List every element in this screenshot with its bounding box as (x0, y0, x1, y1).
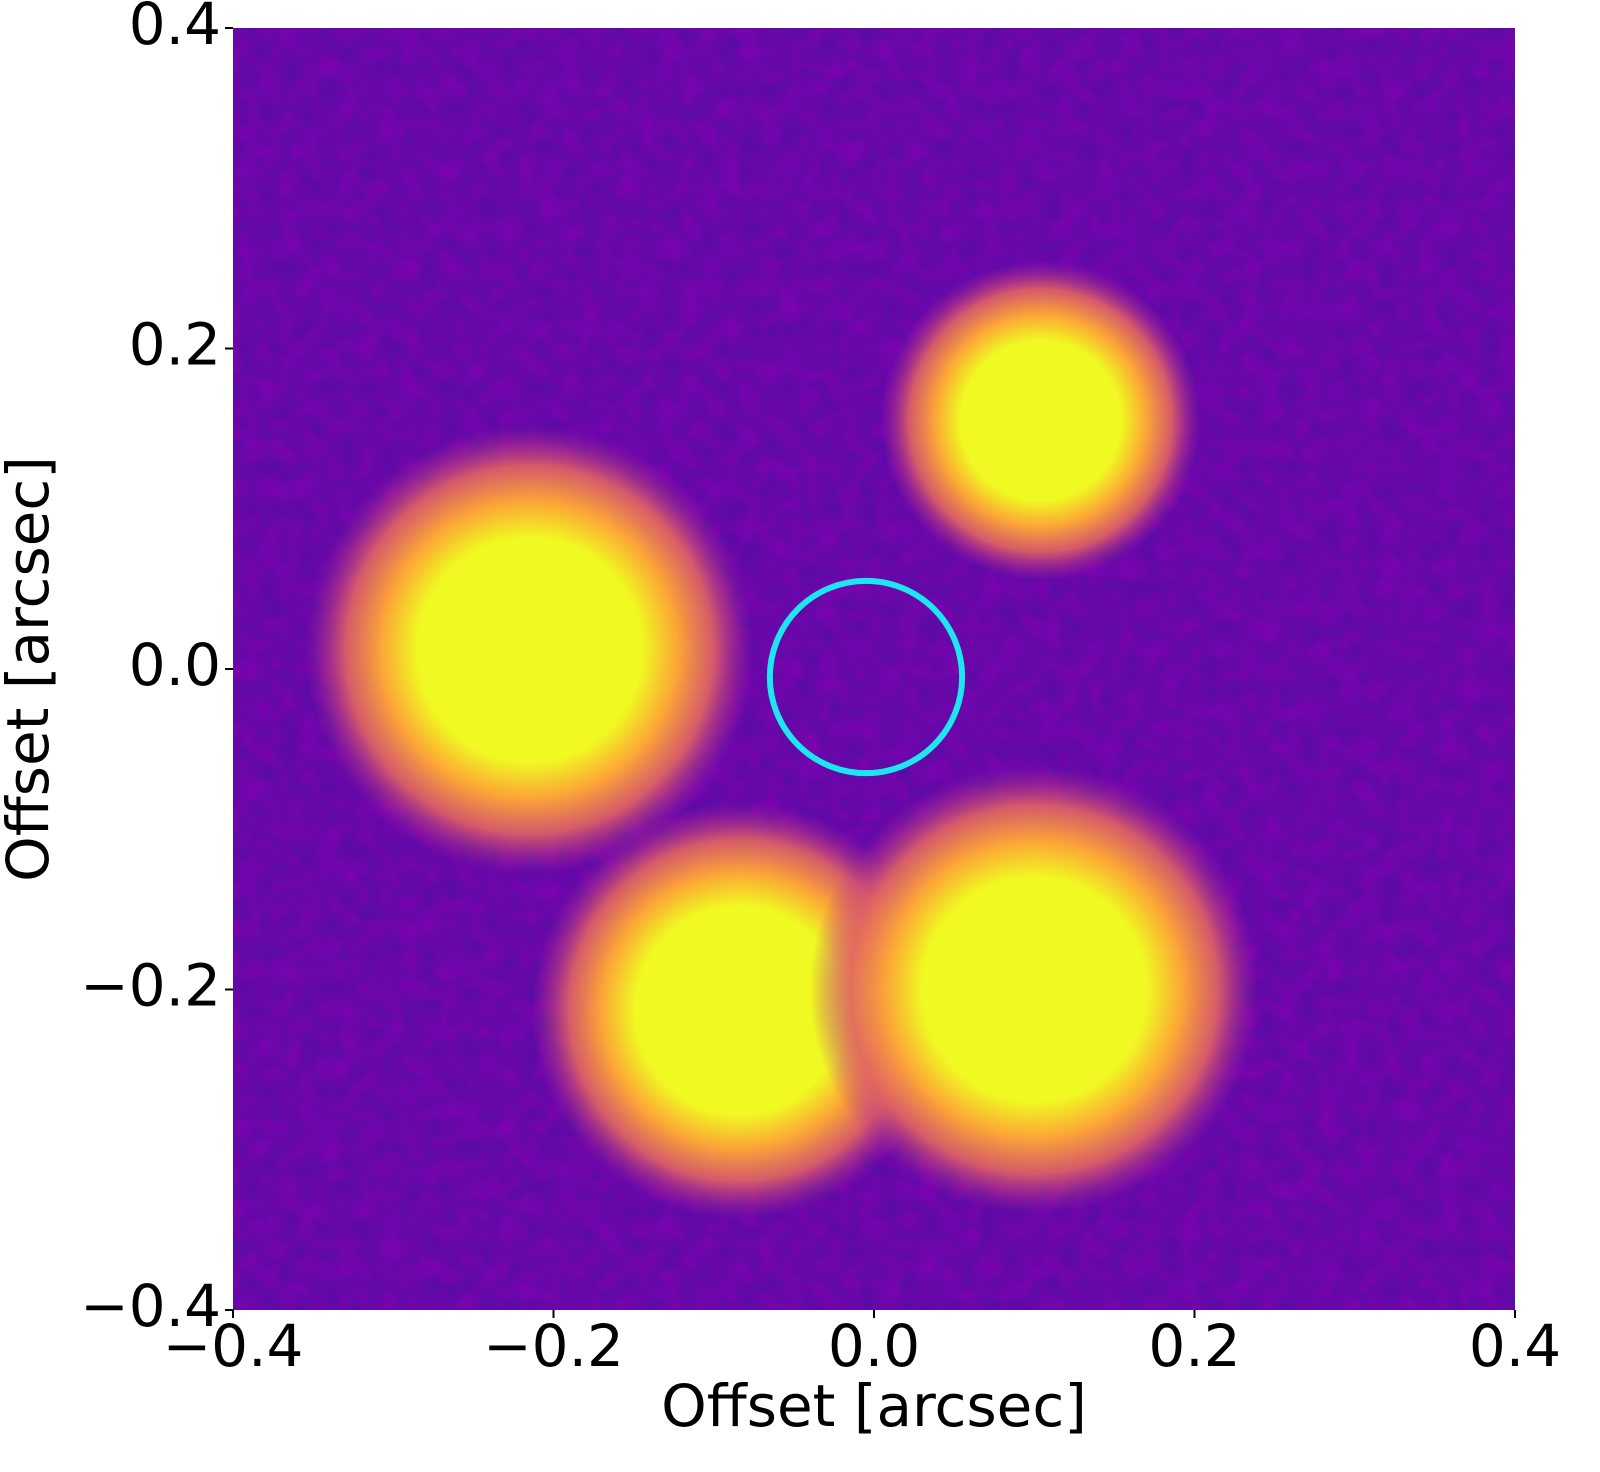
x-tick-label: 0.2 (1148, 1312, 1240, 1380)
y-tick-label: 0.2 (129, 311, 221, 379)
image-area (233, 28, 1515, 1310)
y-tick-label: 0.4 (129, 0, 221, 58)
y-tick-label: 0.0 (129, 631, 221, 699)
y-axis-label: Offset [arcsec] (0, 456, 62, 882)
x-axis-label: Offset [arcsec] (661, 1372, 1087, 1440)
aperture-circle (766, 577, 966, 777)
x-tick-label: 0.0 (828, 1312, 920, 1380)
x-tick-label: −0.4 (163, 1312, 304, 1380)
x-tick-label: 0.4 (1469, 1312, 1561, 1380)
source (809, 765, 1259, 1214)
x-tick-label: −0.2 (483, 1312, 624, 1380)
y-tick-label: −0.4 (80, 1272, 221, 1340)
source (305, 425, 754, 875)
source (880, 260, 1201, 581)
y-tick-label: −0.2 (80, 952, 221, 1020)
